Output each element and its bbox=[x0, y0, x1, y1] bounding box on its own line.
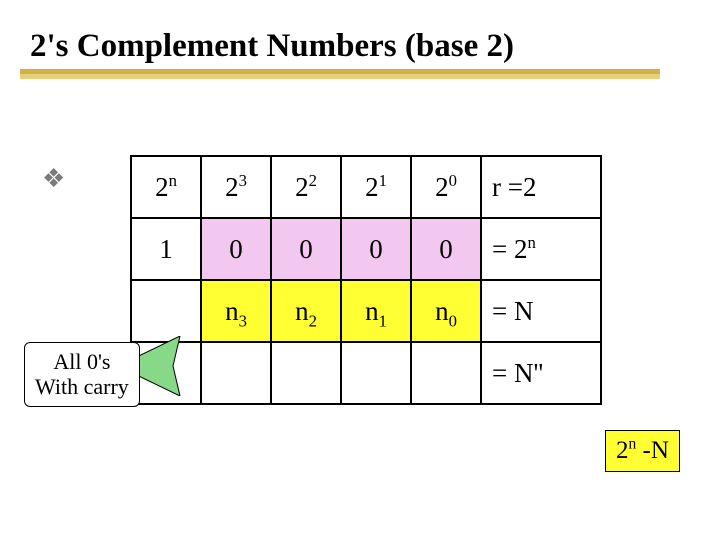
header-2-2: 22 bbox=[271, 156, 341, 218]
cell-n0: n0 bbox=[411, 280, 481, 342]
complement-table: 2n 23 22 21 20 r =2 1 0 0 0 0 = 2n n3 n2… bbox=[130, 155, 602, 405]
result-2n-minus-n: 2n -N bbox=[605, 430, 680, 472]
cell-n2: n2 bbox=[271, 280, 341, 342]
header-2-1: 21 bbox=[341, 156, 411, 218]
cell-n-empty bbox=[131, 280, 201, 342]
header-2-3: 23 bbox=[201, 156, 271, 218]
cell-n3: n3 bbox=[201, 280, 271, 342]
table-row-2n: 1 0 0 0 0 = 2n bbox=[131, 218, 601, 280]
callout-line1: All 0's bbox=[35, 349, 129, 374]
cell-bit3: 0 bbox=[201, 218, 271, 280]
cell-n1: n1 bbox=[341, 280, 411, 342]
callout-all-zeros: All 0's With carry bbox=[24, 342, 140, 407]
cell-2n-bit: 1 bbox=[131, 218, 201, 280]
cell-bit0: 0 bbox=[411, 218, 481, 280]
table-row-n: n3 n2 n1 n0 = N bbox=[131, 280, 601, 342]
cell-empty bbox=[201, 342, 271, 404]
underline-bottom bbox=[20, 74, 660, 79]
cell-eq-n: = N bbox=[481, 280, 601, 342]
page-title: 2's Complement Numbers (base 2) bbox=[30, 28, 690, 65]
header-2n: 2n bbox=[131, 156, 201, 218]
cell-eq-2n: = 2n bbox=[481, 218, 601, 280]
table-row-result: = N'' bbox=[131, 342, 601, 404]
table-header-row: 2n 23 22 21 20 r =2 bbox=[131, 156, 601, 218]
cell-bit1: 0 bbox=[341, 218, 411, 280]
bullet-glyph: ❖ bbox=[42, 166, 65, 192]
cell-empty bbox=[341, 342, 411, 404]
cell-empty bbox=[271, 342, 341, 404]
cell-empty bbox=[411, 342, 481, 404]
title-block: 2's Complement Numbers (base 2) bbox=[30, 28, 690, 79]
header-r: r =2 bbox=[481, 156, 601, 218]
header-2-0: 20 bbox=[411, 156, 481, 218]
title-underline bbox=[20, 69, 660, 79]
table: 2n 23 22 21 20 r =2 1 0 0 0 0 = 2n n3 n2… bbox=[130, 155, 602, 405]
cell-bit2: 0 bbox=[271, 218, 341, 280]
callout-line2: With carry bbox=[35, 374, 129, 399]
cell-eq-n2prime: = N'' bbox=[481, 342, 601, 404]
